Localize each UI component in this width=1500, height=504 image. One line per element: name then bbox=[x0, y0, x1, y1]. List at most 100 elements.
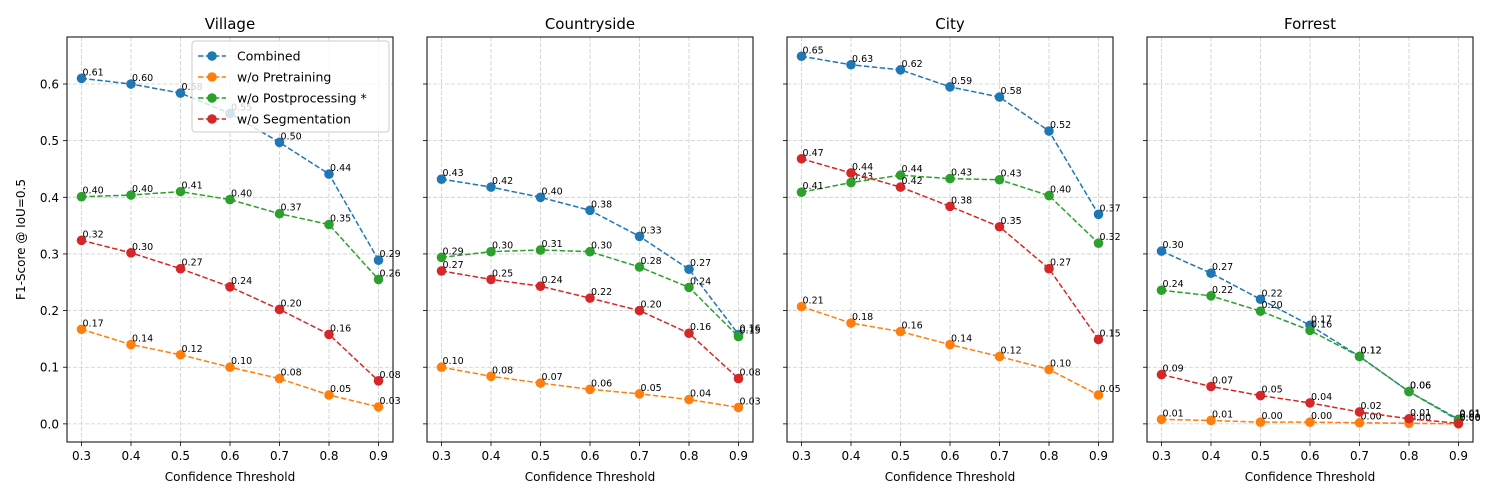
y-axis-label: F1-Score @ IoU=0.5 bbox=[14, 179, 28, 300]
data-label: 0.03 bbox=[740, 396, 761, 407]
data-label: 0.00 bbox=[1460, 412, 1481, 423]
data-label: 0.00 bbox=[1410, 412, 1431, 423]
data-point bbox=[846, 177, 856, 188]
data-label: 0.40 bbox=[1050, 185, 1071, 196]
data-label: 0.58 bbox=[1001, 86, 1022, 97]
data-point bbox=[1255, 390, 1266, 401]
data-label: 0.17 bbox=[83, 318, 104, 329]
data-point bbox=[274, 137, 285, 148]
x-tick-label: 0.5 bbox=[531, 449, 550, 463]
data-point bbox=[1044, 190, 1054, 201]
data-label: 0.35 bbox=[1001, 216, 1022, 227]
data-point bbox=[733, 373, 744, 384]
data-label: 0.61 bbox=[83, 67, 104, 78]
data-point bbox=[945, 82, 955, 92]
series-w-o-segmentation: 0.090.070.050.040.020.01 0.00 bbox=[1156, 364, 1481, 429]
data-point bbox=[76, 324, 87, 335]
data-point bbox=[126, 248, 136, 258]
data-label: 0.40 bbox=[231, 189, 252, 200]
x-tick-label: 0.4 bbox=[481, 449, 500, 463]
data-point bbox=[1255, 306, 1266, 316]
data-label: 0.05 bbox=[330, 384, 351, 395]
data-label: 0.28 bbox=[641, 256, 662, 267]
data-label: 0.06 bbox=[1410, 381, 1431, 392]
data-point bbox=[486, 371, 496, 382]
x-axis-label: Confidence Threshold bbox=[1245, 470, 1375, 484]
data-label: 0.16 bbox=[902, 321, 923, 332]
legend-item: Combined bbox=[198, 49, 301, 64]
data-point bbox=[373, 402, 384, 412]
y-tick-label: 0.3 bbox=[40, 247, 59, 261]
x-tick-label: 0.4 bbox=[121, 449, 140, 463]
data-label: 0.31 bbox=[542, 239, 563, 250]
data-label: 0.60 bbox=[132, 73, 153, 84]
panel-countryside: Countryside 0.3 0.4 0.5 0.6 0.7 0.8 0.9 Confiden… bbox=[423, 15, 761, 484]
data-label: 0.17 bbox=[1311, 314, 1332, 325]
chart-title: Forrest bbox=[1284, 15, 1336, 33]
data-point bbox=[373, 255, 384, 265]
data-label: 0.33 bbox=[641, 225, 662, 236]
data-point bbox=[1354, 407, 1365, 417]
series-w-o-pretraining: 0.21 0.18 0.16 0.14 0.12 0.10 0.05 bbox=[796, 296, 1121, 400]
data-label: 0.01 bbox=[1163, 408, 1184, 419]
x-tick-label: 0.8 bbox=[1039, 449, 1058, 463]
data-label: 0.10 bbox=[443, 356, 464, 367]
data-point bbox=[585, 246, 595, 257]
data-point bbox=[76, 235, 87, 246]
legend-marker bbox=[207, 114, 217, 124]
data-label: 0.52 bbox=[1050, 120, 1071, 131]
x-tick-label: 0.7 bbox=[270, 449, 289, 463]
data-point bbox=[436, 252, 447, 263]
data-label: 0.00 bbox=[1361, 412, 1382, 423]
data-label: 0.01 bbox=[1460, 409, 1481, 420]
x-tick-label: 0.3 bbox=[72, 449, 91, 463]
series-w-o-postprocessing: 0.40 0.40 0.41 0.40 0.37 0.35 0.26 bbox=[76, 181, 401, 285]
data-label: 0.35 bbox=[330, 213, 351, 224]
data-point bbox=[1404, 386, 1414, 397]
data-label: 0.06 bbox=[591, 378, 612, 389]
axes-frame bbox=[426, 36, 754, 443]
data-point bbox=[1206, 381, 1216, 392]
data-point bbox=[175, 88, 186, 98]
data-label: 0.15 bbox=[740, 326, 761, 337]
data-label: 0.01 bbox=[1212, 409, 1233, 420]
data-label: 0.41 bbox=[182, 181, 203, 192]
data-point bbox=[994, 221, 1005, 232]
legend-item: w/o Segmentation bbox=[198, 112, 351, 127]
data-label: 0.16 bbox=[690, 322, 711, 333]
data-point bbox=[324, 390, 334, 400]
chart-title: City bbox=[935, 15, 965, 33]
data-label: 0.14 bbox=[132, 334, 153, 345]
data-point bbox=[76, 191, 87, 202]
data-point bbox=[1206, 291, 1216, 301]
data-point bbox=[373, 274, 384, 285]
data-point bbox=[486, 182, 496, 192]
series-w-o-segmentation: 0.470.440.420.380.350.270.15 bbox=[796, 148, 1121, 345]
data-label: 0.00 bbox=[1262, 411, 1283, 422]
data-point bbox=[895, 170, 906, 181]
legend-marker bbox=[207, 93, 217, 103]
data-point bbox=[175, 186, 186, 197]
series-w-o-postprocessing: 0.240.220.200.160.120.060.01 bbox=[1156, 279, 1481, 426]
x-axis-label: Confidence Threshold bbox=[885, 470, 1015, 484]
grid bbox=[427, 37, 753, 442]
data-label: 0.43 bbox=[951, 168, 972, 179]
data-point bbox=[535, 245, 546, 255]
data-label: 0.30 bbox=[492, 241, 513, 252]
x-tick-label: 0.8 bbox=[1399, 449, 1418, 463]
data-label: 0.20 bbox=[281, 298, 302, 309]
data-point bbox=[1156, 285, 1167, 295]
series-w-o-segmentation: 0.27 0.25 0.24 0.22 0.20 0.16 0.08 bbox=[436, 260, 761, 384]
y-tick-label: 0.1 bbox=[40, 361, 59, 375]
axes-frame bbox=[786, 36, 1114, 443]
series-w-o-segmentation: 0.32 0.30 0.27 0.24 0.20 0.16 0.08 bbox=[76, 229, 401, 386]
x-tick-label: 0.3 bbox=[792, 449, 811, 463]
data-point bbox=[634, 389, 645, 399]
data-label: 0.63 bbox=[852, 54, 873, 65]
data-point bbox=[1044, 126, 1054, 136]
x-tick-label: 0.5 bbox=[171, 449, 190, 463]
legend-marker bbox=[207, 72, 217, 82]
data-point bbox=[1206, 268, 1216, 279]
data-label: 0.16 bbox=[1311, 319, 1332, 330]
data-label: 0.10 bbox=[1050, 358, 1071, 369]
